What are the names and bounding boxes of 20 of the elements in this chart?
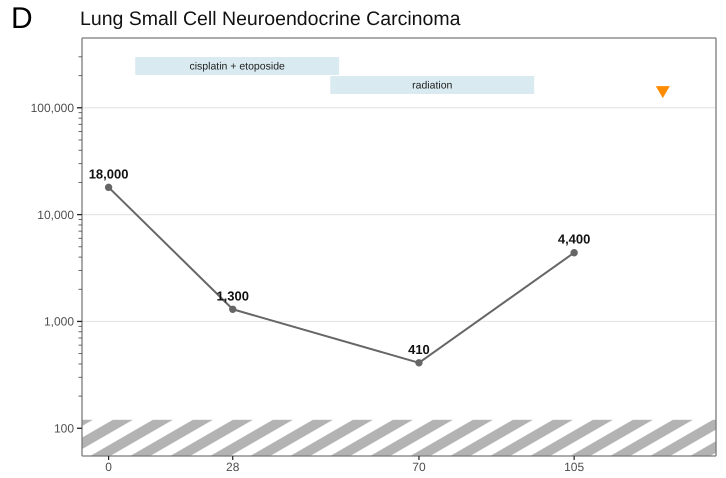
y-tick-label: 10,000 [37, 208, 74, 222]
point [570, 249, 578, 256]
point [415, 359, 423, 366]
point [104, 184, 112, 192]
x-tick-label: 105 [564, 460, 584, 474]
band-label: radiation [412, 80, 453, 92]
y-tick-label: 1,000 [44, 314, 74, 329]
data-label: 4,400 [558, 232, 590, 247]
x-tick-label: 70 [412, 460, 426, 474]
text: D [11, 2, 33, 36]
point [656, 86, 670, 98]
band-label: cisplatin + etoposide [189, 60, 286, 73]
point [229, 306, 236, 313]
y-tick-label: 100,000 [30, 100, 74, 115]
data-label: 410 [408, 342, 430, 357]
x-tick-label: 0 [105, 460, 112, 474]
data-label: 18,000 [88, 166, 128, 182]
x-tick-label: 28 [226, 460, 240, 474]
chart-title: Lung Small Cell Neuroendocrine Carcinoma [80, 7, 460, 31]
y-tick-label: 100 [54, 421, 74, 436]
